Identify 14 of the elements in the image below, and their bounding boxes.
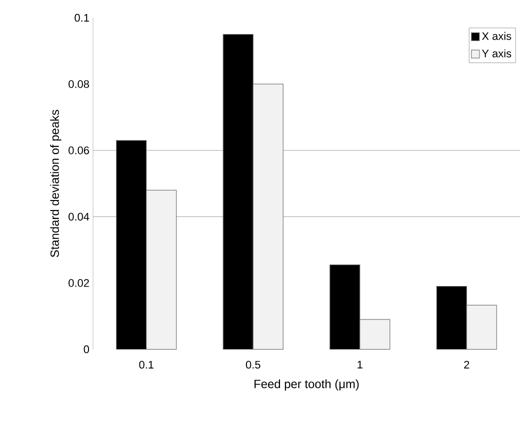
y-tick-label: 0.02 xyxy=(68,279,89,287)
y-tick-label: 0.04 xyxy=(68,212,90,221)
legend-label: X axis xyxy=(482,32,512,40)
y-tick-label: 0 xyxy=(84,345,90,354)
x-axis-title: Feed per tooth (μm) xyxy=(254,379,359,391)
y-tick-label: 0.06 xyxy=(68,146,89,154)
y-axis-title: Standard deviation of peaks xyxy=(50,110,62,258)
legend-label: Y axis xyxy=(482,49,512,58)
x-tick-label: 0.5 xyxy=(246,360,260,369)
y-tick-label: 0.08 xyxy=(68,80,89,88)
x-tick-label: 1 xyxy=(358,360,362,368)
x-tick-label: 0.1 xyxy=(139,360,154,369)
x-tick-label: 2 xyxy=(464,360,470,368)
y-tick-label: 0.1 xyxy=(74,14,89,22)
